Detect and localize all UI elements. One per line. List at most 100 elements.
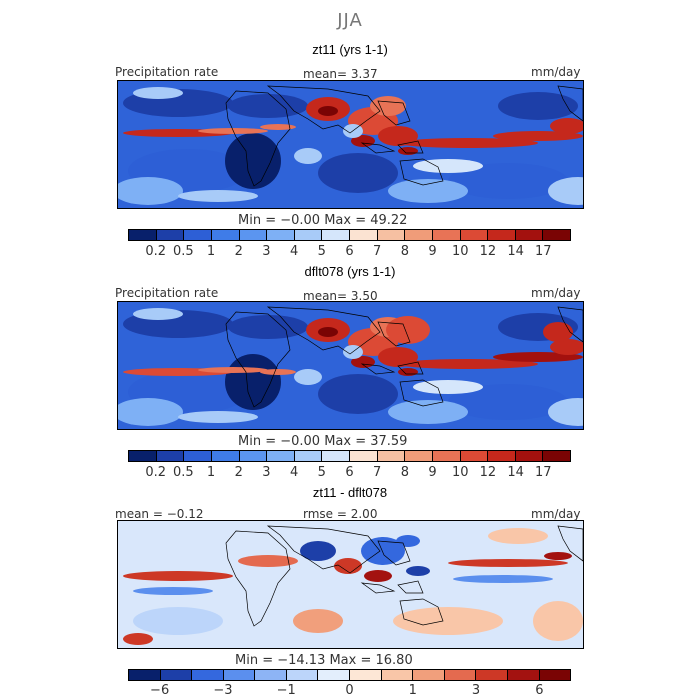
coastline <box>377 321 411 347</box>
colorbar-tick-label: 5 <box>317 465 326 480</box>
colorbar-swatch <box>377 230 406 240</box>
precip-blob <box>228 94 308 118</box>
colorbar-swatch <box>377 451 406 461</box>
colorbar-tick-label: 3 <box>471 683 481 698</box>
colorbar-swatch <box>184 230 212 240</box>
panel-1-precip-map <box>117 80 584 209</box>
colorbar-swatch <box>405 451 433 461</box>
precip-blob <box>361 537 405 565</box>
colorbar-tick-label: 14 <box>507 465 524 480</box>
panel-1-colorbar <box>128 229 571 241</box>
colorbar-swatch <box>432 451 461 461</box>
panel-3-units-label: mm/day <box>531 507 581 521</box>
coastline <box>557 525 583 562</box>
colorbar-tick-label: 1 <box>206 465 216 480</box>
colorbar-tick-label: 1 <box>408 683 417 698</box>
coastline <box>266 525 381 574</box>
panel-2-minmax: Min = −0.00 Max = 37.59 <box>238 434 408 449</box>
season-title: JJA <box>337 10 363 31</box>
coastline <box>225 530 291 627</box>
panel-2-colorbar <box>128 450 571 462</box>
precip-blob <box>118 177 183 205</box>
precip-blob <box>318 374 398 414</box>
panel-2-title: dflt078 (yrs 1-1) <box>304 264 396 279</box>
colorbar-tick-label: 6 <box>535 683 544 698</box>
coastline <box>377 540 411 566</box>
panel-1-title: zt11 (yrs 1-1) <box>312 42 388 57</box>
colorbar-swatch <box>507 670 540 680</box>
precip-blob <box>198 367 268 373</box>
colorbar-swatch <box>184 451 212 461</box>
precip-blob <box>493 131 583 141</box>
colorbar-swatch <box>211 230 240 240</box>
precip-blob <box>133 308 183 320</box>
colorbar-swatch <box>350 451 378 461</box>
panel-3-rmse-label: rmse = 2.00 <box>303 507 378 521</box>
colorbar-tick-label: 2 <box>234 244 243 259</box>
colorbar-tick-label: 4 <box>289 465 299 480</box>
precip-blob <box>448 163 568 199</box>
colorbar-swatch <box>460 230 489 240</box>
colorbar-tick-label: 17 <box>535 465 552 480</box>
colorbar-tick-label: 12 <box>479 465 497 480</box>
panel-1-variable-label: Precipitation rate <box>115 65 219 79</box>
precip-blob <box>118 398 183 426</box>
colorbar-tick-label: 0.5 <box>173 465 194 480</box>
precip-blob <box>393 607 503 635</box>
precip-blob <box>548 177 583 205</box>
precip-blob <box>364 570 392 582</box>
precip-blob <box>406 566 430 576</box>
colorbar-swatch <box>432 230 461 240</box>
precip-blob <box>396 535 420 547</box>
coastline <box>360 363 396 375</box>
colorbar-swatch <box>255 670 287 680</box>
panel-3-mean-label: mean = −0.12 <box>115 507 204 521</box>
colorbar-swatch <box>160 670 193 680</box>
coastline <box>360 582 396 594</box>
precip-blob <box>498 92 578 120</box>
colorbar-swatch <box>239 451 268 461</box>
colorbar-swatch <box>460 451 489 461</box>
precip-blob <box>378 347 418 367</box>
precip-blob <box>228 315 308 339</box>
coastline <box>377 100 411 126</box>
colorbar-tick-label: −1 <box>276 683 296 698</box>
panel-2-units-label: mm/day <box>531 286 581 300</box>
precip-blob <box>294 369 322 385</box>
panel-3-minmax: Min = −14.13 Max = 16.80 <box>235 653 413 668</box>
precip-blob <box>413 380 483 394</box>
colorbar-swatch <box>381 670 414 680</box>
coastline <box>360 142 396 154</box>
precip-blob <box>550 118 583 134</box>
panel-1-mean-label: mean= 3.37 <box>303 67 378 81</box>
precip-blob <box>300 541 336 561</box>
precip-blob <box>543 322 573 342</box>
precip-blob <box>548 398 583 426</box>
colorbar-swatch <box>488 230 516 240</box>
colorbar-swatch <box>192 670 224 680</box>
colorbar-swatch <box>539 670 571 680</box>
panel-2-mean-label: mean= 3.50 <box>303 289 378 303</box>
colorbar-swatch <box>413 670 445 680</box>
precip-blob <box>225 133 281 189</box>
colorbar-tick-label: 3 <box>262 244 271 259</box>
colorbar-swatch <box>322 451 350 461</box>
map-plot <box>118 302 583 429</box>
colorbar-tick-label: 9 <box>428 244 437 259</box>
colorbar-tick-label: 0.2 <box>145 465 167 480</box>
colorbar-tick-label: 4 <box>289 244 299 259</box>
colorbar-swatch <box>239 230 268 240</box>
colorbar-swatch <box>476 670 508 680</box>
coastline <box>399 158 444 186</box>
colorbar-tick-label: 5 <box>317 244 326 259</box>
colorbar-tick-label: 0 <box>345 683 354 698</box>
colorbar-tick-label: 1 <box>206 244 216 259</box>
precip-blob <box>388 400 468 424</box>
precip-blob <box>378 126 418 146</box>
colorbar-tick-label: 17 <box>535 244 552 259</box>
precip-blob <box>386 316 430 344</box>
colorbar-tick-label: 6 <box>345 465 354 480</box>
precip-blob <box>453 575 553 583</box>
precip-blob <box>318 106 338 116</box>
precip-blob <box>238 555 298 567</box>
